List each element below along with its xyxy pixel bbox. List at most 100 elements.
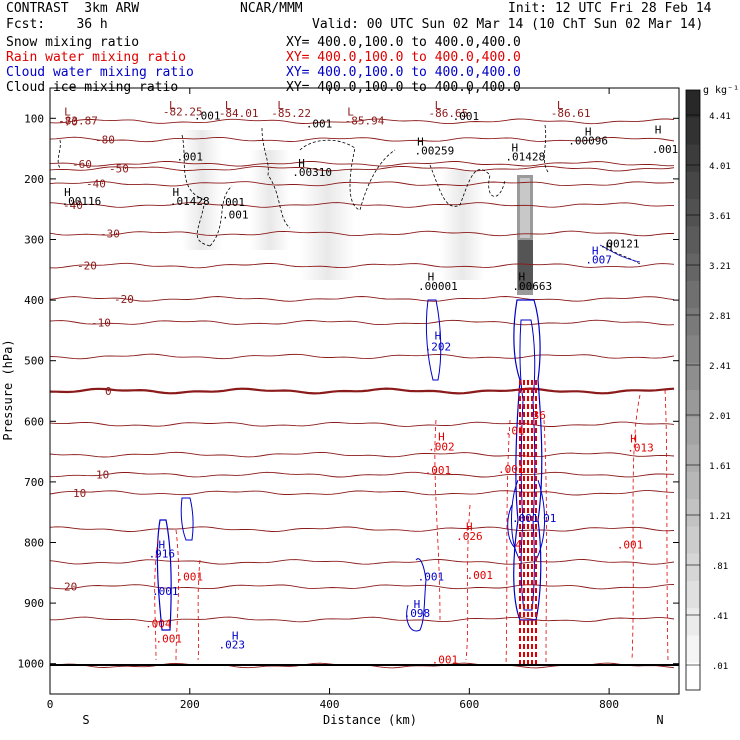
colorbar-unit: g kg⁻¹ <box>703 85 739 96</box>
contour-annotation: .00001 <box>418 280 458 293</box>
cloud-water-core-inner <box>519 319 536 611</box>
temperature-contour <box>49 353 675 360</box>
contour-annotation: .001 <box>418 571 445 584</box>
temperature-contour-label: -40 <box>86 178 106 191</box>
contour-annotation: .00116 <box>62 195 102 208</box>
contour-annotation: H <box>438 431 445 444</box>
freezing-level-contour <box>49 387 675 395</box>
cloud-water-low <box>406 558 427 632</box>
rain-contours <box>154 389 669 666</box>
contour-annotation: .001 <box>152 585 179 598</box>
contour-annotation: .916 <box>149 548 176 561</box>
temperature-contour-label: 10 <box>96 469 109 482</box>
snow-contour-b <box>261 127 396 229</box>
contour-annotation: .001 <box>432 654 459 667</box>
colorbar-segment <box>686 144 700 173</box>
contour-annotation: .001 <box>617 539 644 552</box>
colorbar-segment <box>686 171 700 200</box>
contour-annotation: .001 <box>177 571 204 584</box>
colorbar-label: .81 <box>712 562 728 572</box>
colorbar-segment <box>686 662 700 691</box>
contour-annotation: H <box>466 520 473 533</box>
y-axis-label: Pressure (hPa) <box>1 339 15 440</box>
colorbar-label: 1.61 <box>709 462 731 472</box>
contour-annotation: 4 <box>515 539 522 552</box>
temperature-contour <box>49 160 675 167</box>
colorbar-segment <box>686 90 700 118</box>
contour-annotation: 01 <box>543 512 556 525</box>
south-label: S <box>82 713 89 727</box>
plot-frame <box>49 87 680 695</box>
colorbar-segment <box>686 199 700 227</box>
contour-annotation: .002 <box>428 440 455 453</box>
colorbar-label: 2.81 <box>709 312 731 322</box>
contour-annotation: .00259 <box>415 145 455 158</box>
cloud-water-mid <box>425 299 442 381</box>
contour-annotation: .004 <box>145 617 172 630</box>
temperature-contour <box>49 202 674 208</box>
temperature-contour-label: -70 <box>58 115 78 128</box>
temperature-contour <box>49 230 674 237</box>
contour-labels: L-83.87L-82.25 L-84.01L-85.22 L-85.94L-86.… <box>58 99 678 666</box>
contour-annotation: H <box>630 433 637 446</box>
contour-annotation: .01 <box>505 425 525 438</box>
contour-annotation: .001 <box>425 464 452 477</box>
header-model: CONTRAST 3km ARW <box>6 1 140 16</box>
contour-annotation: H <box>417 136 424 149</box>
colorbar-frame <box>685 89 701 691</box>
colorbar-segment <box>686 253 700 282</box>
contour-annotation: -86.61 <box>551 107 591 120</box>
contour-annotation: H <box>64 186 71 199</box>
contour-annotation: .023 <box>218 639 245 652</box>
header-init: Init: 12 UTC Fri 28 Feb 14 <box>508 1 712 16</box>
snow-shade-a <box>182 130 222 250</box>
temperature-contour <box>49 136 675 143</box>
temperature-contour <box>49 559 675 565</box>
contour-annotation: .098 <box>404 607 431 620</box>
cloud-water-lower <box>507 479 545 561</box>
colorbar-label: .41 <box>712 612 728 622</box>
colorbar-label: 1.21 <box>709 512 731 522</box>
y-tick-label: 300 <box>24 234 44 247</box>
contour-annotation: .00121 <box>600 237 640 250</box>
contour-annotation: H <box>232 629 239 642</box>
y-tick-label: 900 <box>24 597 44 610</box>
temperature-contour <box>49 296 675 302</box>
cloud-ice-line <box>599 244 641 263</box>
temperature-contour <box>49 421 675 427</box>
colorbar-label: 2.01 <box>709 412 731 422</box>
colorbar-segment <box>686 117 700 146</box>
colorbar-segment <box>686 526 700 555</box>
y-tick-label: 100 <box>24 112 44 125</box>
contour-annotation: .001 <box>498 463 525 476</box>
x-tick-label: 400 <box>320 698 340 711</box>
temperature-contour-label: -80 <box>95 134 115 147</box>
contour-annotation: .001 <box>467 569 494 582</box>
header-fcst: Fcst: 36 h <box>6 17 108 32</box>
temperature-contour <box>49 118 675 125</box>
colorbar-label: 4.01 <box>709 162 731 172</box>
colorbar-segment <box>686 417 700 446</box>
y-tick-label: 800 <box>24 537 44 550</box>
temperature-contour <box>49 471 675 478</box>
contour-annotation: H <box>298 157 305 170</box>
colorbar-segment <box>686 608 700 636</box>
contour-annotation: .001 <box>156 632 183 645</box>
contour-annotation: .00310 <box>292 166 332 179</box>
snow-shade-d <box>440 170 485 280</box>
colorbar-label: 3.61 <box>709 212 731 222</box>
north-label: N <box>656 713 663 727</box>
colorbar-segment <box>686 335 700 364</box>
temperature-contour <box>50 616 675 623</box>
x-tick-label: 800 <box>599 698 619 711</box>
header-center: NCAR/MMM <box>240 1 303 16</box>
colorbar-segment <box>686 280 700 309</box>
contour-annotation: -82.25 <box>163 105 203 118</box>
y-tick-label: 200 <box>24 173 44 186</box>
contour-annotation: L <box>277 99 284 112</box>
colorbar-label: 4.41 <box>709 112 731 122</box>
temperature-contour-label: -30 <box>100 227 120 240</box>
temperature-contour-label: -20 <box>77 260 97 273</box>
hydrometeor-contours <box>57 124 669 666</box>
